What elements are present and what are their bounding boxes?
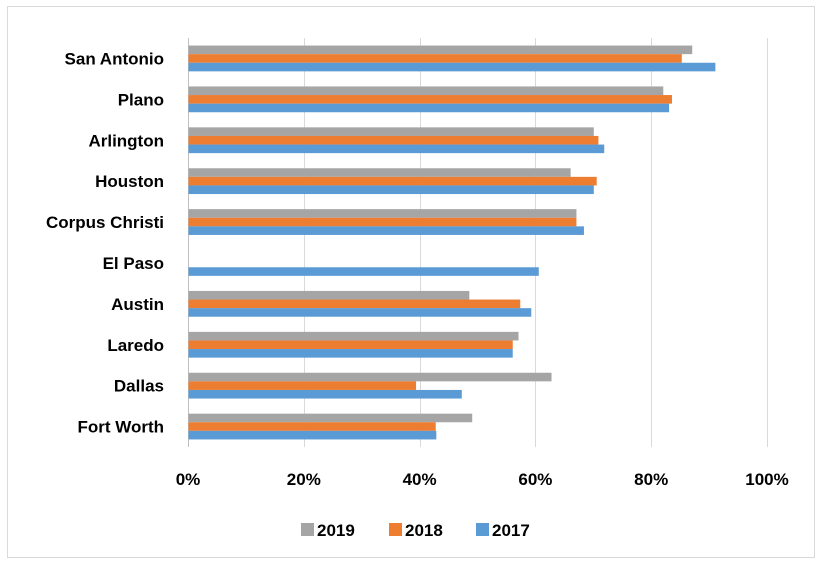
bar-2018 <box>188 54 682 63</box>
bars <box>188 45 716 440</box>
bar-2017 <box>188 226 584 235</box>
x-tick-label: 40% <box>403 470 437 489</box>
bar-2017 <box>188 144 605 154</box>
x-tick-label: 20% <box>287 470 321 489</box>
bar-2018 <box>188 422 436 431</box>
x-tick-label: 60% <box>518 470 552 489</box>
bar-2017 <box>188 308 532 317</box>
legend: 2019 2018 2017 <box>301 521 530 540</box>
bar-2018 <box>188 340 513 350</box>
category-label: San Antonio <box>65 49 164 68</box>
bar-2017 <box>188 430 437 440</box>
legend-swatch-2018 <box>389 523 402 536</box>
bar-2017 <box>188 62 716 72</box>
x-tick-label: 100% <box>745 470 788 489</box>
category-label: Austin <box>111 295 164 314</box>
category-label: Arlington <box>88 131 164 150</box>
category-label: Corpus Christi <box>46 213 164 232</box>
legend-label: 2019 <box>317 521 355 540</box>
bar-2019 <box>188 331 519 341</box>
bar-2017 <box>188 389 462 399</box>
bar-2017 <box>188 349 513 358</box>
category-label: El Paso <box>103 254 164 273</box>
bar-2018 <box>188 135 599 145</box>
category-label: Fort Worth <box>77 418 164 437</box>
category-label: Laredo <box>107 336 164 355</box>
legend-swatch-2019 <box>301 523 314 536</box>
bar-2017 <box>188 267 539 276</box>
category-label: Dallas <box>114 377 164 396</box>
bar-2019 <box>188 209 577 218</box>
bar-2019 <box>188 372 552 382</box>
bar-2017 <box>188 185 594 195</box>
x-tick-label: 0% <box>176 470 201 489</box>
category-labels: San Antonio Plano Arlington Houston Corpus C… <box>46 49 164 436</box>
bar-2019 <box>188 45 693 55</box>
legend-label: 2017 <box>492 521 530 540</box>
bar-2018 <box>188 299 521 309</box>
category-label: Houston <box>95 172 164 191</box>
legend-label: 2018 <box>405 521 443 540</box>
bar-2018 <box>188 381 417 390</box>
bar-2019 <box>188 127 594 136</box>
category-label: Plano <box>118 90 164 109</box>
bar-2019 <box>188 168 571 177</box>
bar-2018 <box>188 217 577 227</box>
x-tick-labels: 0% 20% 40% 60% 80% 100% <box>176 470 789 489</box>
bar-2019 <box>188 290 470 300</box>
bar-2018 <box>188 95 672 104</box>
bar-2019 <box>188 413 473 423</box>
x-tick-label: 80% <box>634 470 668 489</box>
bar-2017 <box>188 103 670 113</box>
bar-2019 <box>188 86 664 96</box>
legend-swatch-2017 <box>476 523 489 536</box>
bar-2018 <box>188 176 597 186</box>
